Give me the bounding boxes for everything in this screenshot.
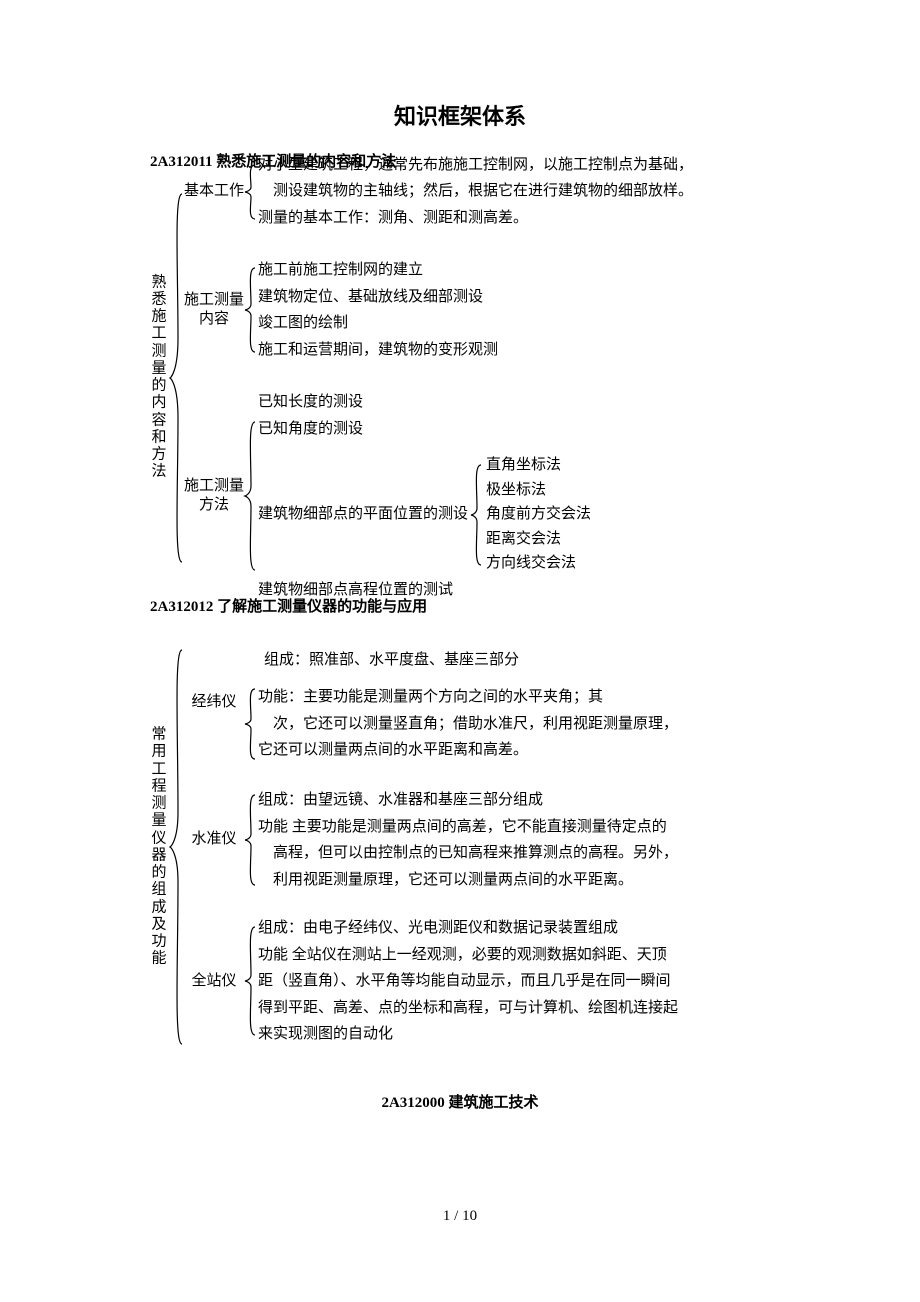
footer-heading: 2A312000 建筑施工技术 bbox=[80, 1092, 840, 1115]
brace-icon bbox=[170, 642, 184, 1052]
section1-root-label: 熟悉施工测量的内容和方法 bbox=[150, 274, 168, 481]
brace-icon bbox=[244, 264, 258, 356]
section2-tree: 常用工程测量仪器的组成及功能 经纬仪 组成：照准部、水平度盘、基座三部分 bbox=[150, 632, 840, 1062]
leaf-text: 高程，但可以由控制点的已知高程来推算测点的高程。另外， bbox=[258, 842, 678, 865]
node-label: 施工测量方法 bbox=[184, 477, 244, 516]
node-label: 经纬仪 bbox=[184, 693, 244, 713]
node-survey-content: 施工测量内容 施工前施工控制网的建立 建筑物定位、基础放线及细部测设 竣工图的绘… bbox=[184, 259, 693, 361]
leaf-text: 已知角度的测设 bbox=[258, 418, 591, 441]
brace-icon bbox=[244, 416, 258, 576]
leaf-text: 已知长度的测设 bbox=[258, 391, 591, 414]
leaf-text: 次，它还可以测量竖直角；借助水准尺，利用视距测量原理， bbox=[258, 713, 678, 736]
brace-icon bbox=[244, 921, 258, 1041]
brace-icon bbox=[244, 685, 258, 763]
node-label: 水准仪 bbox=[184, 830, 244, 850]
leaf-text: 直角坐标法 bbox=[486, 454, 591, 477]
brace-icon bbox=[244, 790, 258, 890]
brace-icon bbox=[244, 161, 258, 223]
node-label: 基本工作 bbox=[184, 182, 244, 202]
node-label: 施工测量内容 bbox=[184, 291, 244, 330]
leaf-text: 方向线交会法 bbox=[486, 552, 591, 575]
leaf-text: 角度前方交会法 bbox=[486, 503, 591, 526]
leaf-text: 施工和运营期间，建筑物的变形观测 bbox=[258, 339, 498, 362]
leaf-text: 竣工图的绘制 bbox=[258, 312, 498, 335]
leaf-text: 它还可以测量两点间的水平距离和高差。 bbox=[258, 739, 678, 762]
leaf-text: 利用视距测量原理，它还可以测量两点间的水平距离。 bbox=[258, 869, 678, 892]
sub-node-label: 建筑物细部点的平面位置的测设 bbox=[258, 503, 468, 526]
node-label: 全站仪 bbox=[184, 972, 244, 992]
leaf-text: 来实现测图的自动化 bbox=[258, 1023, 678, 1046]
node-total-station: 全站仪 组成：由电子经纬仪、光电测距仪和数据记录装置组成 功能 全站仪在测站上一… bbox=[184, 917, 678, 1046]
leaf-text: 建筑物细部点高程位置的测试 bbox=[258, 579, 591, 602]
leaf-text: 施工前施工控制网的建立 bbox=[258, 259, 498, 282]
page-title: 知识框架体系 bbox=[80, 100, 840, 133]
brace-icon bbox=[470, 460, 484, 570]
node-survey-method: 施工测量方法 已知长度的测设 已知角度的测设 建筑物细部点的平面位置的测设 bbox=[184, 391, 693, 601]
leaf-text: 测量的基本工作：测角、测距和测高差。 bbox=[258, 207, 693, 230]
leaf-text: 组成：由电子经纬仪、光电测距仪和数据记录装置组成 bbox=[258, 917, 678, 940]
brace-icon bbox=[170, 188, 184, 568]
leaf-text: 功能：主要功能是测量两个方向之间的水平夹角；其 bbox=[258, 686, 678, 709]
node-level: 水准仪 组成：由望远镜、水准器和基座三部分组成 功能 主要功能是测量两点间的高差… bbox=[184, 789, 678, 891]
leaf-text: 功能 主要功能是测量两点间的高差，它不能直接测量待定点的 bbox=[258, 816, 678, 839]
leaf-text: 对小型建筑工程，通常先布施施工控制网，以施工控制点为基础， bbox=[258, 154, 693, 177]
node-basic-work: 基本工作 对小型建筑工程，通常先布施施工控制网，以施工控制点为基础， 测设建筑物… bbox=[184, 154, 693, 230]
leaf-text: 组成：由望远镜、水准器和基座三部分组成 bbox=[258, 789, 678, 812]
leaf-text: 极坐标法 bbox=[486, 479, 591, 502]
page-number: 1 / 10 bbox=[80, 1205, 840, 1228]
leaf-text: 距（竖直角）、水平角等均能自动显示，而且几乎是在同一瞬间 bbox=[258, 970, 678, 993]
node-theodolite: 经纬仪 组成：照准部、水平度盘、基座三部分 功能：主要功能是测量两个方向之间的水… bbox=[184, 649, 678, 764]
leaf-text: 得到平距、高差、点的坐标和高程，可与计算机、绘图机连接起 bbox=[258, 997, 678, 1020]
leaf-text: 组成：照准部、水平度盘、基座三部分 bbox=[264, 649, 678, 672]
leaf-text: 测设建筑物的主轴线；然后，根据它在进行建筑物的细部放样。 bbox=[258, 180, 693, 203]
section2-root-label: 常用工程测量仪器的组成及功能 bbox=[150, 726, 168, 968]
leaf-text: 功能 全站仪在测站上一经观测，必要的观测数据如斜距、天顶 bbox=[258, 944, 678, 967]
leaf-text: 建筑物定位、基础放线及细部测设 bbox=[258, 286, 498, 309]
leaf-text: 距离交会法 bbox=[486, 528, 591, 551]
section1-tree: 熟悉施工测量的内容和方法 基本工作 对小型建筑工程，通常先布施施工控制网，以施工… bbox=[150, 178, 840, 578]
